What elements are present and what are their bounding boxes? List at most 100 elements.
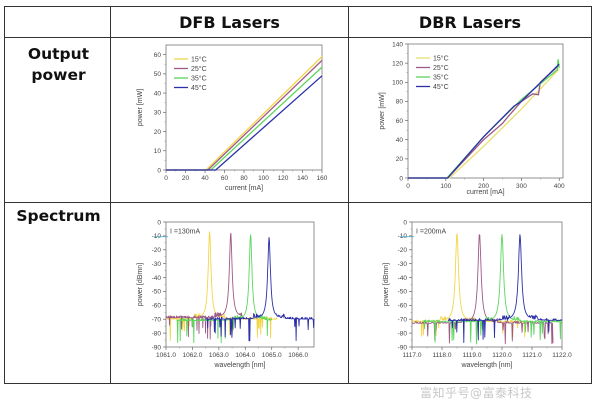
row-divider	[5, 202, 591, 203]
y-tick-label: -40	[152, 275, 162, 282]
x-axis-label: wavelength [nm]	[214, 362, 266, 369]
plot-frame	[407, 43, 564, 179]
x-axis-label: wavelength [nm]	[461, 362, 513, 369]
y-tick-label: 80	[396, 99, 404, 106]
y-tick-label: -30	[152, 261, 162, 268]
x-tick-label: 1119.0	[463, 352, 482, 359]
y-tick-label: 50	[154, 71, 162, 78]
y-tick-label: -70	[398, 317, 408, 324]
y-tick-label: -60	[152, 303, 162, 310]
y-tick-label: 0	[157, 219, 161, 226]
x-tick-label: 1063.0	[209, 352, 229, 359]
y-axis-label: power [mW]	[137, 89, 144, 126]
x-tick-label: 1121.0	[522, 352, 542, 359]
y-tick-label: 60	[154, 52, 162, 59]
y-tick-label: 120	[392, 60, 403, 67]
x-axis-label: current [mA]	[225, 185, 263, 192]
x-tick-label: 1066.0	[288, 352, 308, 359]
y-tick-label: -80	[398, 330, 408, 337]
x-tick-label: 40	[201, 175, 209, 182]
x-tick-label: 100	[440, 183, 451, 190]
x-axis-label: current [mA]	[466, 189, 504, 196]
y-tick-label: -40	[398, 275, 408, 282]
spectrum-trace	[176, 234, 273, 344]
y-tick-label: -90	[398, 344, 408, 351]
legend-label: 15°C	[433, 54, 449, 62]
column-header-dfb: DFB Lasers	[179, 13, 280, 32]
series-line	[166, 75, 323, 171]
legend-label: 45°C	[191, 84, 207, 92]
x-tick-label: 400	[554, 183, 565, 190]
y-tick-label: -50	[152, 289, 162, 296]
dbr_power-group: 0 20 40 60 80 100 120 140 0 100 200 300 400 current […	[379, 41, 565, 196]
row-divider	[5, 37, 591, 38]
spectrum-trace	[165, 231, 278, 341]
series-line	[408, 63, 560, 179]
row-header-line: Spectrum	[16, 207, 101, 225]
y-tick-label: -50	[398, 289, 408, 296]
x-tick-label: 20	[182, 175, 190, 182]
x-tick-label: 1065.0	[262, 352, 282, 359]
x-tick-label: 1062.0	[182, 352, 202, 359]
row-header-line: power	[31, 66, 86, 84]
spectrum-trace	[423, 234, 562, 345]
legend-label: 35°C	[433, 73, 449, 81]
x-tick-label: 300	[516, 183, 527, 190]
x-tick-label: 1120.0	[492, 352, 512, 359]
x-tick-label: 100	[258, 175, 269, 182]
x-tick-label: 200	[478, 183, 489, 190]
x-tick-label: 140	[297, 175, 308, 182]
series-line	[408, 64, 560, 179]
y-tick-label: 0	[399, 175, 403, 182]
comparison-table: DFB Lasers DBR Lasers Output power Spect…	[4, 6, 592, 384]
current-annotation: I =200mA	[416, 229, 446, 236]
watermark-text: 富知乎号@富泰科技	[420, 386, 533, 400]
y-tick-label: 60	[396, 118, 404, 125]
row-header-spectrum: Spectrum	[5, 206, 112, 227]
y-tick-label: -30	[398, 261, 408, 268]
y-axis-label: power [dBmn]	[383, 263, 390, 306]
column-header-dbr: DBR Lasers	[418, 13, 522, 32]
row-header-output-power: Output power	[5, 44, 112, 86]
dfb_power-group: 0 10 20 30 40 50 60 0 20 40 60 80 100 120 140 160 curren…	[137, 44, 328, 192]
x-tick-label: 1118.0	[433, 352, 452, 359]
spectrum-trace	[447, 234, 563, 343]
x-tick-label: 80	[240, 175, 248, 182]
y-tick-label: 10	[154, 148, 162, 155]
y-axis-label: power [mW]	[379, 92, 386, 129]
x-tick-label: 0	[406, 183, 410, 190]
y-tick-label: 30	[154, 110, 162, 117]
y-axis-label: power [dBmn]	[137, 263, 144, 306]
y-tick-label: 20	[396, 156, 404, 163]
y-tick-label: 40	[154, 90, 162, 97]
y-tick-label: -90	[152, 344, 162, 351]
legend-label: 35°C	[191, 74, 207, 82]
x-tick-label: 1061.0	[156, 352, 176, 359]
row-header-line: Output	[27, 45, 90, 63]
x-tick-label: 1117.0	[403, 352, 422, 359]
y-tick-label: -80	[152, 330, 162, 337]
x-tick-label: 60	[221, 175, 229, 182]
y-tick-label: 0	[403, 219, 407, 226]
plot-frame	[165, 44, 323, 171]
y-tick-label: 20	[154, 129, 162, 136]
y-tick-label: -60	[398, 303, 408, 310]
x-tick-label: 160	[317, 175, 328, 182]
legend-label: 25°C	[433, 64, 449, 72]
column-divider	[110, 7, 111, 383]
column-divider	[348, 7, 349, 383]
legend-label: 15°C	[191, 55, 207, 63]
legend-label: 45°C	[433, 83, 449, 91]
y-tick-label: 100	[392, 80, 403, 87]
y-tick-label: -70	[152, 317, 162, 324]
x-tick-label: 120	[278, 175, 289, 182]
x-tick-label: 1064.0	[235, 352, 255, 359]
x-tick-label: 1122.0	[552, 352, 572, 359]
current-annotation: I =130mA	[170, 229, 200, 236]
y-tick-label: 140	[392, 41, 403, 48]
x-tick-label: 0	[164, 175, 168, 182]
spectrum-trace	[165, 232, 243, 340]
